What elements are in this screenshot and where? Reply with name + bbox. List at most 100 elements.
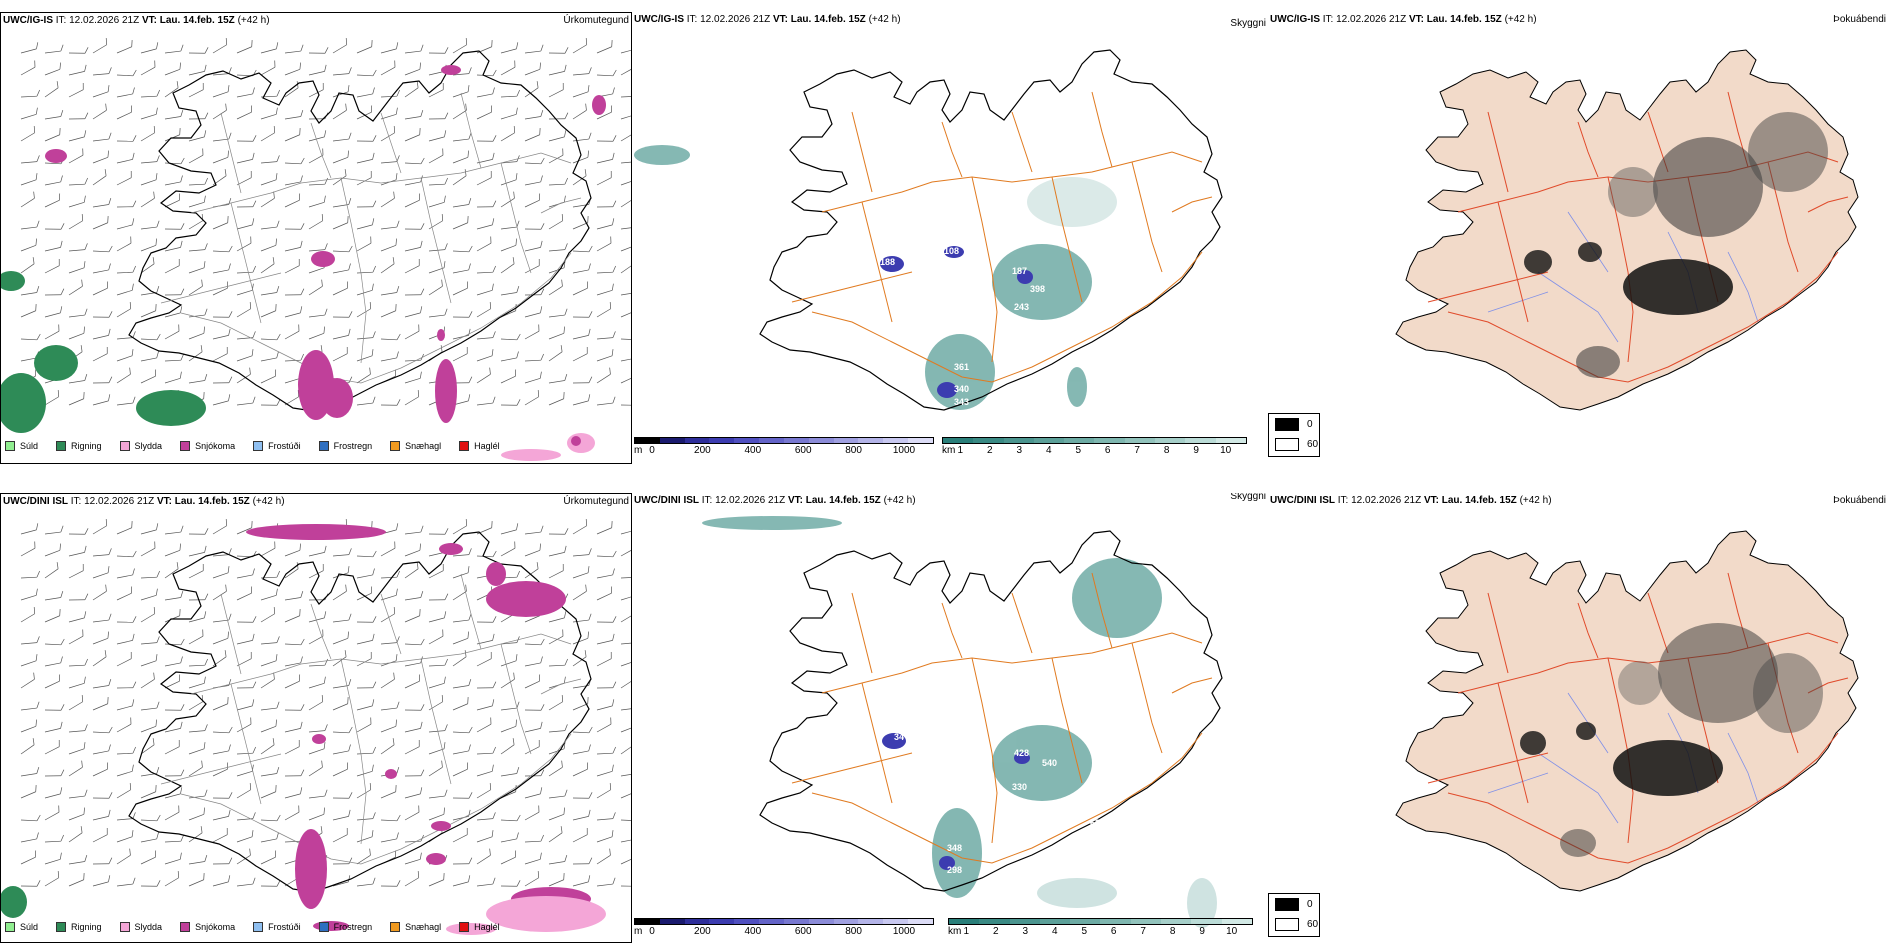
wind-barb	[164, 193, 181, 208]
wind-barb	[236, 848, 251, 865]
wind-barb	[236, 40, 253, 54]
wind-barb	[140, 42, 159, 54]
wind-barb	[140, 220, 160, 230]
wind-barb	[500, 369, 517, 384]
road-line	[340, 177, 367, 364]
colorbar-tick: 200	[694, 926, 711, 937]
wind-barb	[524, 81, 539, 98]
wind-barb	[332, 347, 348, 362]
legend-swatch	[5, 922, 15, 932]
wind-barb	[548, 243, 568, 252]
wind-barb	[116, 681, 137, 689]
wind-barb	[116, 586, 133, 601]
wind-barb	[524, 871, 540, 887]
vis-area	[1072, 558, 1162, 638]
fog-legend: 0 60	[1268, 893, 1320, 937]
wind-barb	[44, 769, 65, 777]
iceland-outline	[128, 531, 592, 893]
fog-high: 0	[1307, 419, 1313, 430]
wind-barb	[620, 338, 631, 341]
legend-item: Slydda	[119, 922, 162, 932]
wind-barb	[68, 528, 89, 535]
wind-barb	[548, 854, 568, 865]
wind-barb	[284, 740, 300, 755]
wind-barb	[236, 830, 254, 843]
wind-barb	[572, 548, 592, 557]
wind-barb	[260, 220, 280, 230]
wind-barb	[596, 302, 612, 318]
wind-barb	[188, 789, 208, 799]
wind-barb	[284, 324, 300, 340]
wind-barb	[140, 814, 161, 822]
wind-barb	[620, 885, 631, 887]
wind-barb	[92, 85, 110, 98]
wind-barb	[620, 791, 631, 799]
wind-barb	[164, 306, 183, 318]
wind-barb	[284, 638, 305, 646]
wind-barb	[116, 848, 131, 865]
wind-barb	[500, 814, 521, 822]
wind-barb	[284, 353, 304, 362]
wind-barb	[500, 191, 515, 208]
wind-barb	[68, 611, 87, 623]
wind-barb	[404, 371, 422, 384]
wind-barb	[572, 726, 593, 734]
wind-barb	[164, 852, 182, 865]
vis-area	[634, 145, 690, 165]
wind-barb	[68, 789, 88, 799]
wind-barb	[116, 265, 136, 274]
wind-barb	[572, 103, 587, 120]
wind-barb	[20, 636, 40, 645]
wind-barb	[236, 633, 255, 645]
legend-label: Snæhagl	[405, 441, 442, 451]
road-line	[310, 122, 332, 179]
wind-barb	[356, 764, 374, 777]
wind-barb	[620, 547, 631, 557]
colorbar-tick: 400	[744, 926, 762, 937]
wind-barb	[476, 877, 496, 887]
wind-barb	[500, 333, 521, 341]
wind-barb	[44, 240, 63, 252]
iceland-outline	[128, 50, 592, 412]
wind-barb	[284, 157, 305, 165]
sleet-area	[567, 433, 595, 453]
wind-barb	[284, 62, 301, 76]
panel-title: UWC/DINI ISL IT: 12.02.2026 21Z VT: Lau.…	[3, 496, 285, 507]
colorbar-tick: 600	[794, 926, 812, 937]
road-line	[180, 733, 572, 865]
wind-barb	[524, 128, 541, 142]
wind-barb	[332, 584, 347, 601]
wind-barb	[524, 852, 542, 865]
wind-barb	[476, 171, 492, 186]
legend-label: Frostregn	[333, 922, 373, 932]
wind-barb	[596, 848, 611, 865]
fog-area	[1653, 137, 1763, 237]
snow-area	[45, 149, 67, 163]
wind-barb	[524, 543, 541, 557]
road-line	[1497, 682, 1529, 804]
ceiling-spot	[882, 733, 906, 749]
wind-barb	[332, 281, 349, 296]
wind-barb	[308, 695, 324, 711]
road-line	[971, 176, 998, 363]
wind-barb	[236, 746, 256, 755]
road-line	[380, 593, 402, 655]
wind-barb	[548, 373, 568, 384]
wind-barb	[20, 701, 40, 711]
wind-barb	[452, 281, 469, 296]
wind-barb	[404, 128, 421, 142]
road-line	[791, 271, 913, 303]
colorbar-tick: 800	[845, 445, 862, 456]
wind-barb	[332, 650, 347, 667]
wind-barb	[380, 880, 401, 887]
ceiling-label: 34	[894, 732, 904, 742]
wind-barb	[548, 724, 568, 733]
wind-barb	[380, 333, 401, 341]
wind-barb	[92, 376, 113, 384]
wind-barb	[20, 672, 35, 689]
wind-barb	[620, 197, 631, 208]
roads-orange	[791, 91, 1213, 383]
ceiling-unit: m	[634, 445, 643, 456]
wind-barb	[68, 308, 88, 318]
wind-barb	[620, 357, 631, 362]
